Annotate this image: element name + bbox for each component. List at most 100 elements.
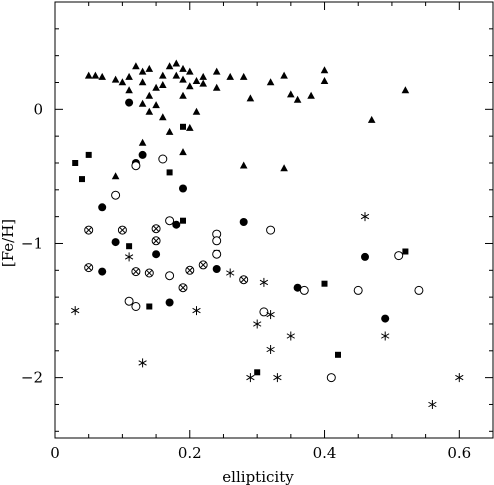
triangle-marker: [125, 72, 133, 80]
point-open-circle: [259, 307, 269, 317]
open-circle-marker: [212, 249, 222, 259]
triangle-marker: [138, 99, 147, 107]
point-filled-triangle: [367, 115, 376, 123]
point-asterisk: [273, 373, 282, 383]
open-circle-marker: [158, 154, 168, 164]
filled-circle-marker: [111, 238, 120, 247]
asterisk-stroke: [138, 360, 147, 366]
triangle-marker: [246, 94, 255, 102]
asterisk-stroke: [360, 213, 370, 220]
triangle-marker: [138, 78, 147, 86]
square-marker: [335, 351, 341, 358]
point-asterisk: [286, 331, 295, 341]
point-filled-triangle: [118, 78, 127, 86]
y-tick-label: −2: [21, 369, 43, 387]
point-filled-triangle: [246, 94, 255, 102]
point-filled-triangle: [287, 90, 295, 98]
filled-circle-marker: [293, 283, 302, 292]
triangle-marker: [186, 123, 194, 131]
asterisk-stroke: [71, 307, 80, 314]
point-filled-square: [254, 369, 261, 376]
point-filled-square: [402, 248, 409, 255]
asterisk-stroke: [259, 279, 269, 286]
point-filled-circle: [125, 98, 134, 107]
open-circle-marker: [131, 161, 141, 171]
triangle-marker: [179, 64, 187, 72]
triangle-marker: [367, 115, 376, 123]
point-filled-triangle: [239, 72, 248, 80]
point-open-circle: [158, 154, 168, 164]
triangle-marker: [159, 71, 167, 79]
point-filled-triangle: [320, 66, 329, 74]
y-tick-label: −1: [21, 234, 43, 252]
open-circle-marker: [414, 285, 424, 295]
triangle-marker: [172, 59, 181, 67]
open-circle-marker: [353, 285, 363, 295]
asterisk-stroke: [226, 270, 235, 276]
point-circle-cross: [131, 267, 141, 277]
triangle-marker: [199, 79, 207, 87]
asterisk-stroke: [428, 401, 437, 408]
point-filled-square: [321, 280, 328, 287]
triangle-marker: [280, 164, 288, 172]
point-filled-circle: [361, 252, 369, 261]
triangle-marker: [125, 86, 133, 94]
asterisk-stroke: [286, 333, 295, 339]
point-filled-circle: [172, 220, 181, 229]
point-filled-circle: [98, 267, 107, 276]
point-open-circle: [266, 225, 276, 235]
y-tick-label: 0: [33, 100, 43, 118]
point-filled-square: [180, 217, 186, 224]
point-filled-square: [180, 123, 186, 130]
point-asterisk: [381, 331, 390, 341]
point-filled-circle: [293, 283, 302, 292]
square-marker: [321, 280, 328, 287]
asterisk-stroke: [455, 374, 464, 381]
point-asterisk: [266, 310, 275, 320]
filled-circle-marker: [381, 314, 390, 323]
point-open-circle: [394, 251, 404, 261]
square-marker: [254, 369, 261, 376]
point-filled-circle: [381, 314, 390, 323]
point-filled-triangle: [192, 77, 201, 84]
filled-circle-marker: [179, 184, 187, 193]
triangle-marker: [287, 90, 295, 98]
open-circle-marker: [111, 190, 121, 200]
open-circle-marker: [131, 302, 141, 311]
point-filled-triangle: [307, 91, 315, 99]
triangle-marker: [179, 75, 187, 83]
square-marker: [402, 248, 409, 255]
point-filled-triangle: [152, 101, 160, 109]
x-tick-label: 0.2: [178, 444, 202, 462]
point-open-circle: [414, 285, 424, 295]
triangle-marker: [138, 138, 147, 146]
triangle-marker: [138, 67, 147, 75]
cross-stroke: [119, 226, 126, 234]
point-filled-triangle: [293, 95, 302, 103]
point-filled-triangle: [186, 67, 194, 75]
point-asterisk: [226, 268, 235, 278]
cross-stroke: [152, 237, 160, 244]
point-filled-circle: [179, 184, 187, 193]
point-filled-triangle: [320, 77, 329, 84]
point-circle-cross: [117, 225, 127, 235]
point-filled-triangle: [199, 79, 207, 87]
open-circle-marker: [124, 296, 134, 306]
triangle-marker: [152, 83, 160, 91]
triangle-marker: [226, 72, 234, 80]
point-asterisk: [192, 306, 201, 316]
point-open-circle: [326, 373, 336, 383]
triangle-marker: [212, 83, 221, 91]
point-circle-cross: [151, 224, 161, 234]
point-filled-triangle: [226, 72, 234, 80]
asterisk-stroke: [381, 333, 390, 339]
point-open-circle: [124, 296, 134, 306]
point-asterisk: [246, 373, 255, 383]
point-asterisk: [455, 373, 464, 383]
point-open-circle: [353, 285, 363, 295]
triangle-marker: [179, 148, 187, 156]
point-filled-square: [85, 151, 92, 158]
point-filled-square: [166, 169, 173, 176]
triangle-marker: [192, 107, 201, 115]
point-open-circle: [212, 236, 222, 246]
